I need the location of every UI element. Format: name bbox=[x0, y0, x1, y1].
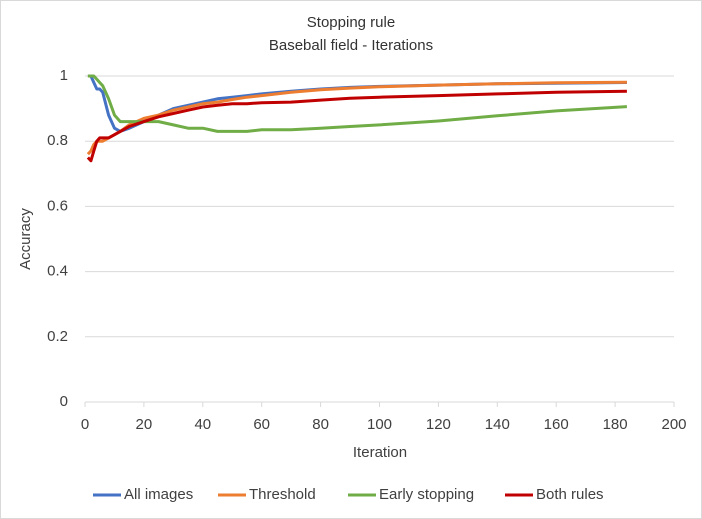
y-tick-label: 0.4 bbox=[47, 263, 68, 280]
x-tick-label: 100 bbox=[367, 416, 392, 433]
y-tick-label: 1 bbox=[60, 67, 68, 84]
x-tick-label: 180 bbox=[603, 416, 628, 433]
x-tick-label: 140 bbox=[485, 416, 510, 433]
legend-label: All images bbox=[124, 486, 193, 503]
y-tick-label: 0.2 bbox=[47, 328, 68, 345]
series-line bbox=[87, 74, 627, 133]
x-tick-label: 60 bbox=[253, 416, 270, 433]
chart-title: Stopping rule bbox=[307, 14, 395, 31]
x-tick-label: 160 bbox=[544, 416, 569, 433]
y-tick-label: 0.8 bbox=[47, 132, 68, 149]
y-tick-label: 0.6 bbox=[47, 197, 68, 214]
legend-label: Both rules bbox=[536, 486, 604, 503]
legend-label: Threshold bbox=[249, 486, 316, 503]
x-tick-label: 200 bbox=[661, 416, 686, 433]
x-tick-label: 80 bbox=[312, 416, 329, 433]
x-tick-label: 0 bbox=[81, 416, 89, 433]
x-tick-label: 40 bbox=[194, 416, 211, 433]
x-tick-label: 120 bbox=[426, 416, 451, 433]
chart-subtitle: Baseball field - Iterations bbox=[269, 37, 433, 54]
y-tick-label: 0 bbox=[60, 393, 68, 410]
legend-label: Early stopping bbox=[379, 486, 474, 503]
x-axis-label: Iteration bbox=[353, 444, 407, 461]
x-tick-label: 20 bbox=[136, 416, 153, 433]
series-line bbox=[86, 80, 627, 156]
series-line bbox=[86, 89, 627, 163]
y-axis-label: Accuracy bbox=[17, 208, 34, 270]
